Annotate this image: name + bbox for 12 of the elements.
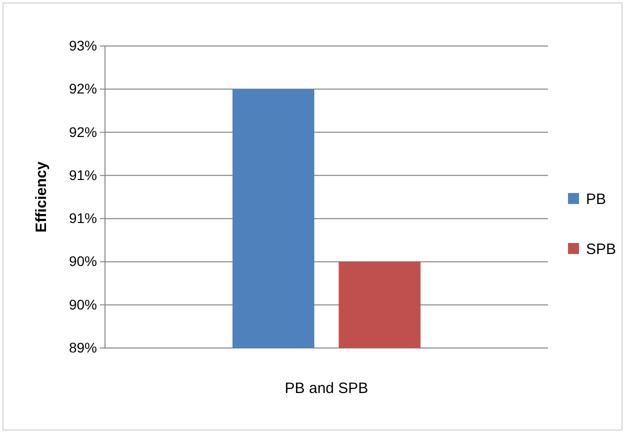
legend-label: SPB (586, 241, 616, 258)
y-tick-label: 89% (68, 339, 97, 356)
y-tick-label: 92% (68, 80, 97, 97)
y-tick-label: 90% (68, 296, 97, 312)
y-tick-label: 91% (68, 166, 97, 183)
y-tick-label: 91% (68, 210, 97, 226)
y-tick-label: 93% (68, 37, 97, 54)
y-axis-title: Efficiency (33, 160, 50, 232)
legend-label: PB (586, 191, 606, 208)
y-tick-label: 90% (68, 253, 97, 270)
y-tick-label: 92% (68, 124, 97, 140)
x-axis-title: PB and SPB (284, 380, 368, 397)
